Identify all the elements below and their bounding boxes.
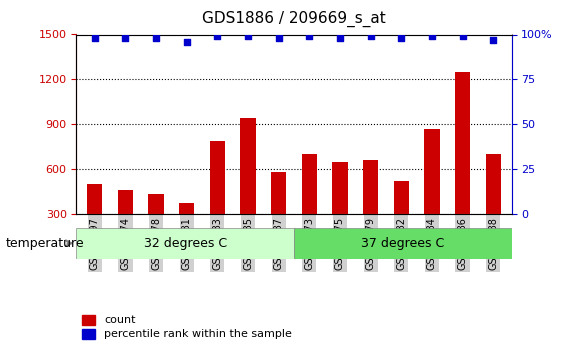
- Point: [151, 35, 161, 41]
- Bar: [87, 184, 102, 259]
- Bar: [271, 172, 286, 259]
- Bar: [302, 154, 317, 259]
- Bar: [455, 72, 470, 259]
- Point: [335, 35, 345, 41]
- Bar: [210, 141, 225, 259]
- Point: [366, 33, 375, 39]
- Bar: [240, 118, 256, 259]
- Bar: [179, 204, 195, 259]
- Point: [213, 33, 222, 39]
- Text: GDS1886 / 209669_s_at: GDS1886 / 209669_s_at: [202, 10, 386, 27]
- Legend: count, percentile rank within the sample: count, percentile rank within the sample: [82, 315, 292, 339]
- Point: [305, 33, 314, 39]
- Bar: [393, 181, 409, 259]
- Bar: [332, 161, 348, 259]
- Bar: [148, 195, 164, 259]
- Text: temperature: temperature: [6, 237, 85, 250]
- Text: 37 degrees C: 37 degrees C: [361, 237, 445, 250]
- Point: [427, 33, 437, 39]
- Bar: [486, 154, 501, 259]
- FancyBboxPatch shape: [76, 228, 294, 259]
- Text: 32 degrees C: 32 degrees C: [143, 237, 227, 250]
- Point: [396, 35, 406, 41]
- FancyBboxPatch shape: [294, 228, 512, 259]
- Point: [274, 35, 283, 41]
- Point: [182, 39, 192, 45]
- Bar: [363, 160, 378, 259]
- Point: [489, 37, 498, 43]
- Bar: [118, 190, 133, 259]
- Point: [458, 33, 467, 39]
- Point: [243, 33, 253, 39]
- Point: [121, 35, 130, 41]
- Point: [90, 35, 99, 41]
- Bar: [424, 129, 440, 259]
